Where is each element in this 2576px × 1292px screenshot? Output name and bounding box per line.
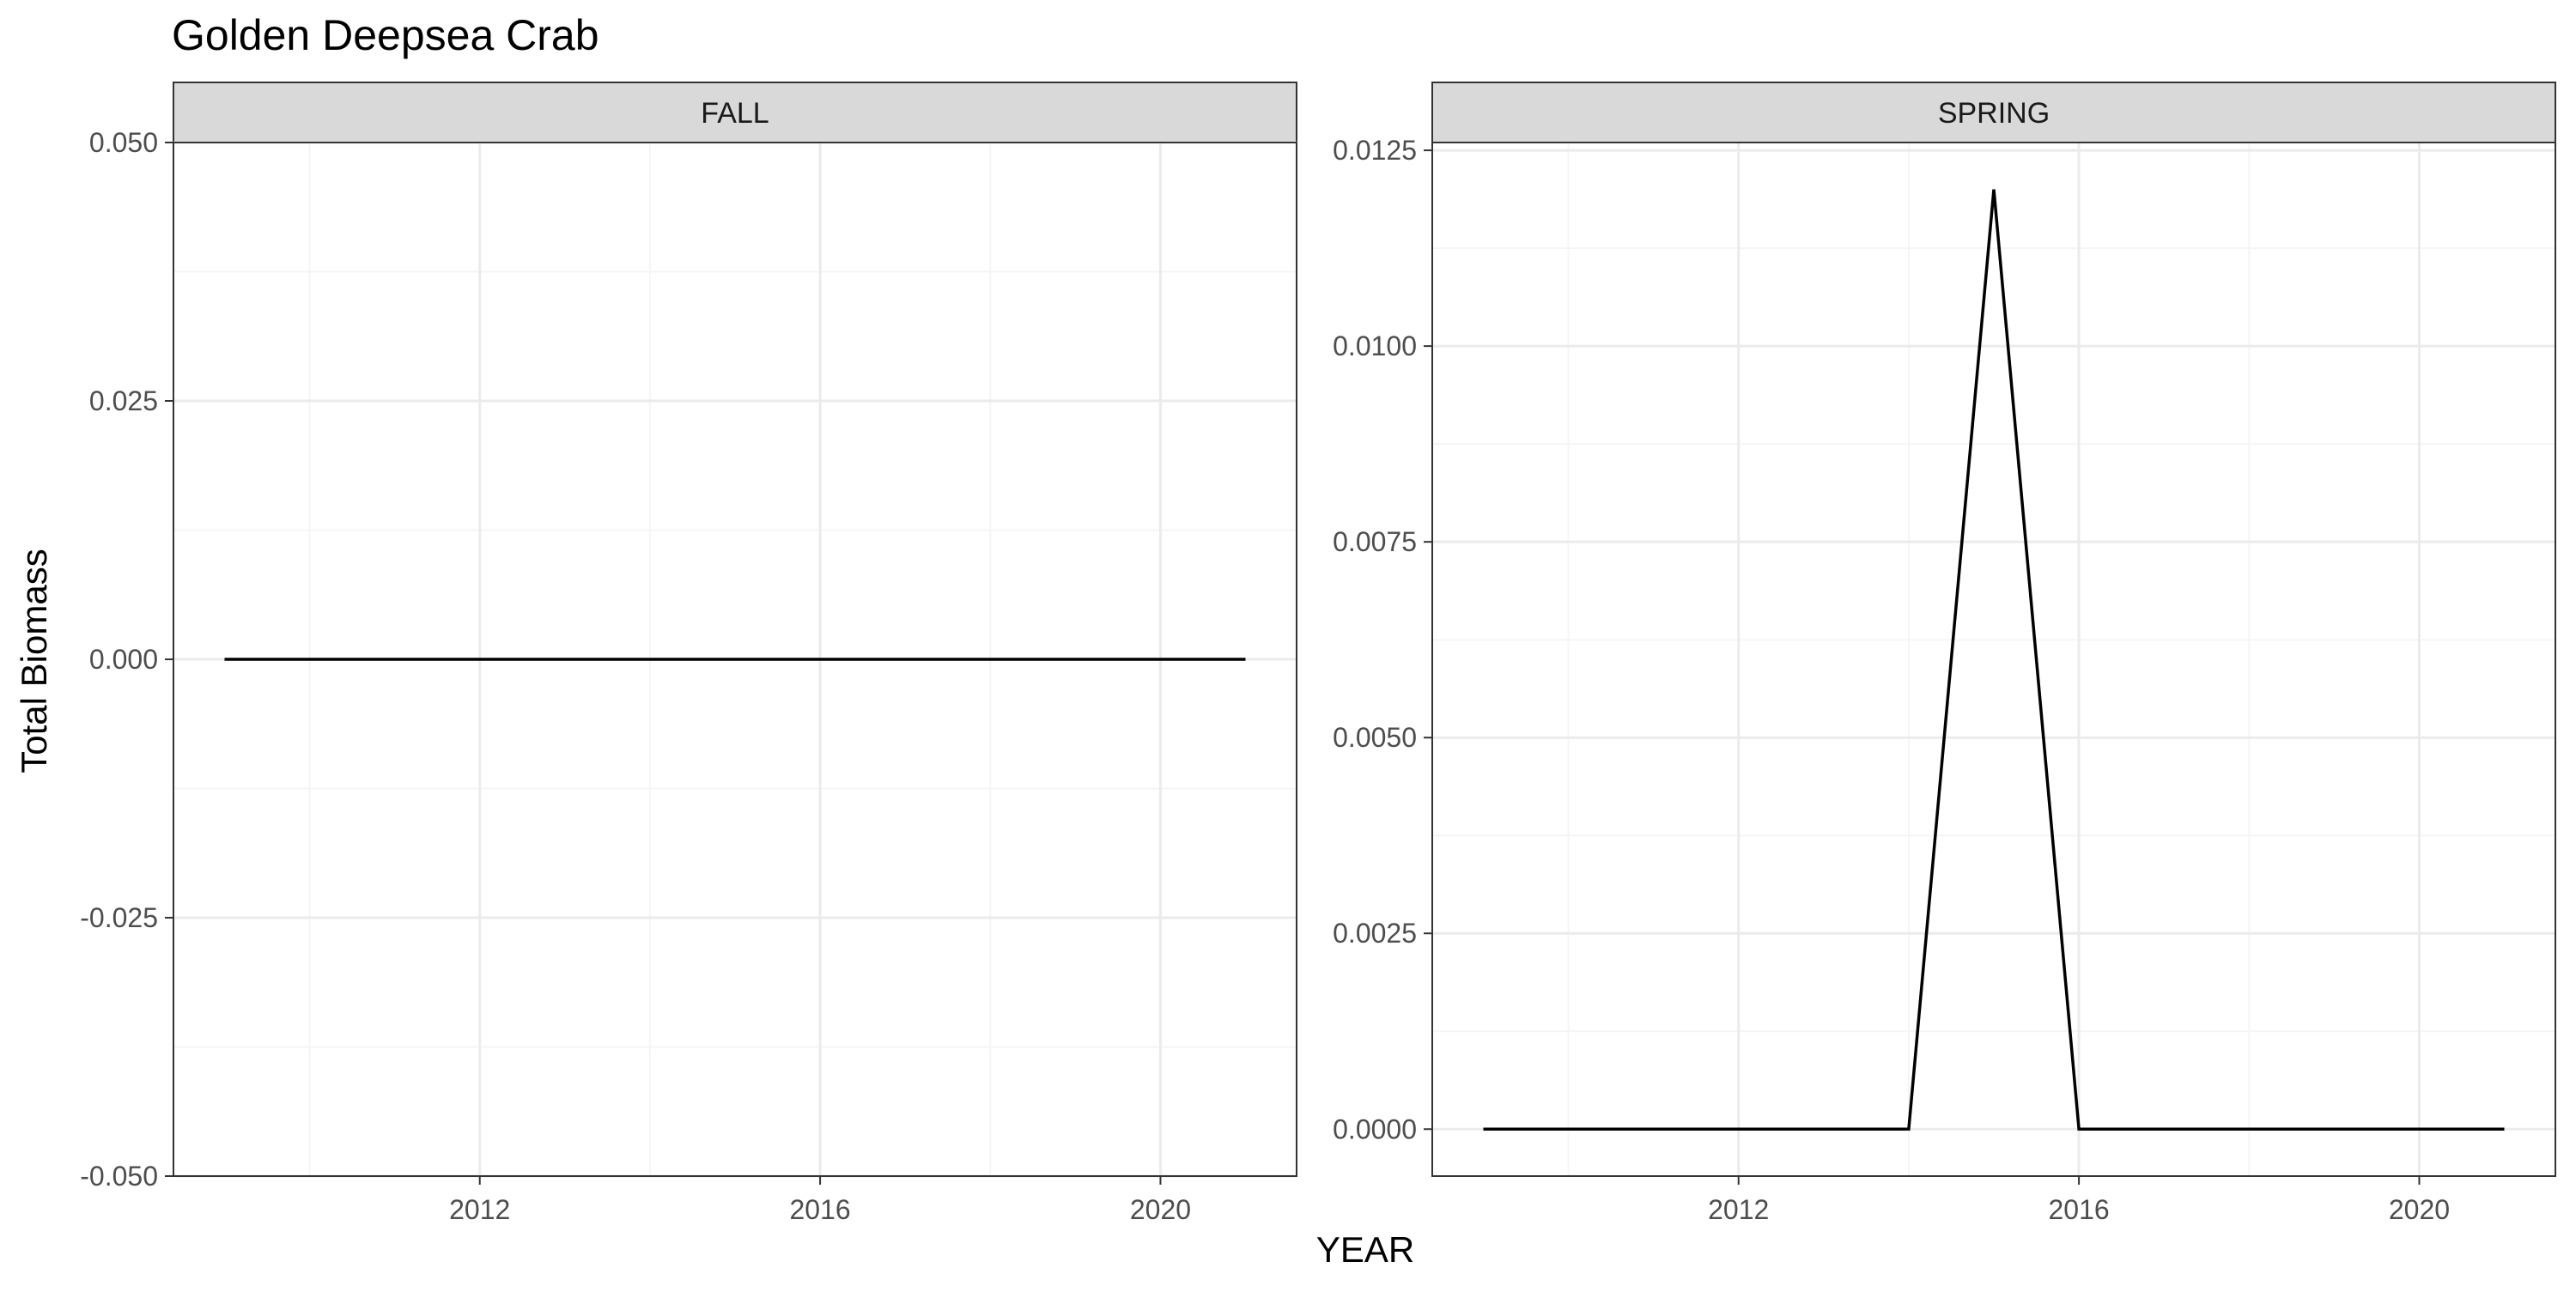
y-tick-label: 0.050 — [89, 127, 158, 158]
facet-panels: FALL -0.050 -0.025 0.000 0.025 0.050 2012 2016 2… — [80, 82, 2556, 1225]
data-point — [647, 658, 652, 662]
data-point — [1158, 658, 1163, 662]
y-axis-label: Total Biomass — [14, 549, 54, 773]
y-tick-label: 0.0075 — [1333, 526, 1417, 557]
facet-panel-spring: SPRING 0.0000 0.0025 0.0050 0.0075 0.0100 0.01… — [1333, 82, 2556, 1225]
data-point — [2332, 1127, 2336, 1131]
data-point — [477, 658, 482, 662]
data-point — [1992, 187, 1996, 191]
facet-panel-fall: FALL -0.050 -0.025 0.000 0.025 0.050 2012 2016 2… — [80, 82, 1297, 1225]
data-point — [2502, 1127, 2506, 1131]
y-tick-label: 0.025 — [89, 385, 158, 416]
x-axis-label: YEAR — [1316, 1229, 1414, 1270]
y-tick-label: -0.025 — [80, 902, 158, 933]
data-point — [988, 658, 993, 662]
x-tick-label: 2012 — [1708, 1194, 1769, 1225]
data-point — [1481, 1127, 1485, 1131]
strip-label: SPRING — [1938, 97, 2050, 130]
data-point — [1906, 1127, 1911, 1131]
chart-title: Golden Deepsea Crab — [172, 11, 599, 59]
y-tick-label: 0.0000 — [1333, 1113, 1417, 1144]
y-tick-label: 0.0050 — [1333, 722, 1417, 753]
y-tick-label: 0.000 — [89, 644, 158, 675]
x-tick-label: 2020 — [1130, 1194, 1191, 1225]
data-point — [1651, 1127, 1656, 1131]
data-point — [818, 658, 823, 662]
series-line — [1483, 189, 2505, 1131]
data-point — [2077, 1127, 2081, 1131]
data-point — [2417, 1127, 2421, 1131]
strip-label: FALL — [701, 97, 769, 130]
x-tick-label: 2020 — [2389, 1194, 2450, 1225]
data-point — [1243, 658, 1248, 662]
strip-background — [1431, 82, 2556, 143]
strip-background — [173, 82, 1297, 143]
data-point — [2247, 1127, 2251, 1131]
data-point — [562, 658, 567, 662]
data-point — [222, 658, 227, 662]
data-point — [733, 658, 738, 662]
y-tick-label: 0.0100 — [1333, 331, 1417, 361]
data-point — [903, 658, 908, 662]
panel-border — [1431, 142, 2556, 1177]
y-tick-label: 0.0025 — [1333, 918, 1417, 949]
x-tick-label: 2016 — [2048, 1194, 2109, 1225]
x-tick-label: 2012 — [449, 1194, 510, 1225]
data-point — [1566, 1127, 1571, 1131]
data-point — [1073, 658, 1078, 662]
data-point — [307, 658, 312, 662]
data-point — [1736, 1127, 1741, 1131]
x-tick-label: 2016 — [789, 1194, 850, 1225]
data-point — [392, 658, 397, 662]
y-tick-label: -0.050 — [80, 1161, 158, 1192]
data-point — [1821, 1127, 1826, 1131]
y-tick-label: 0.0125 — [1333, 135, 1417, 166]
data-point — [2162, 1127, 2166, 1131]
